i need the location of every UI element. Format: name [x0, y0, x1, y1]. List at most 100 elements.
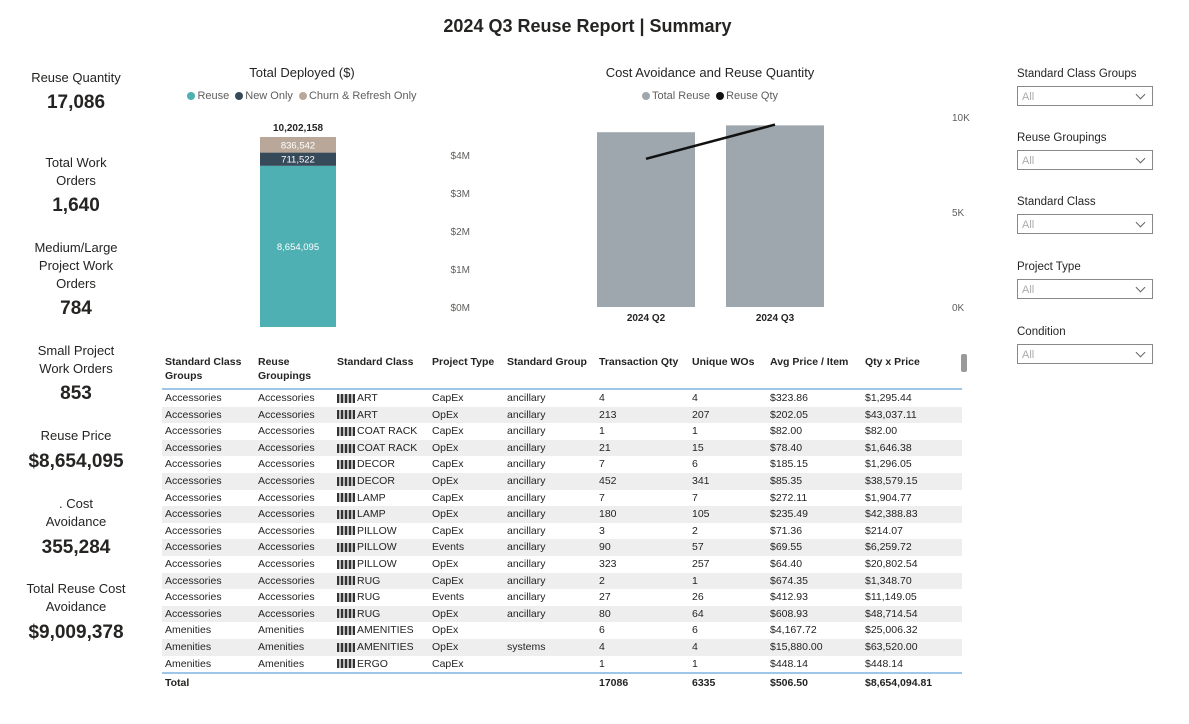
slicer-dropdown[interactable]: All [1017, 344, 1153, 364]
cell-text: CapEx [432, 392, 464, 404]
table-row[interactable]: Accessories Accessories DECOR OpEx ancillary… [162, 472, 962, 490]
cell-text: 7 [599, 491, 605, 504]
table-cell: Accessories [255, 406, 334, 424]
cell-text: 7 [599, 458, 605, 471]
table-cell: Accessories [162, 406, 255, 424]
column-header-standard-class-groups[interactable]: Standard Class Groups [165, 356, 242, 382]
table-cell: $185.15 [767, 456, 862, 473]
table-row[interactable]: Amenities Amenities AMENITIES OpEx systems 4 4… [162, 638, 962, 656]
table-cell: PILLOW [334, 539, 429, 556]
table-row[interactable]: Accessories Accessories DECOR CapEx ancillar… [162, 456, 962, 473]
cell-text: Amenities [258, 624, 305, 637]
cell-text: Events [432, 541, 465, 554]
table-row[interactable]: Accessories Accessories LAMP OpEx ancillary 1… [162, 506, 962, 523]
table-row[interactable]: Accessories Accessories PILLOW Events ancill… [162, 539, 962, 556]
table-cell: RUG [334, 605, 429, 623]
column-header-standard-group[interactable]: Standard Group [507, 356, 587, 368]
table-row[interactable]: Amenities Amenities ERGO CapEx 1 1 $448.14 $448… [162, 656, 962, 674]
slicer-dropdown[interactable]: All [1017, 214, 1153, 234]
table-cell: ART [334, 389, 429, 407]
cell-text: OpEx [432, 557, 459, 570]
cell-text: CapEx [432, 458, 464, 471]
cell-text: Accessories [258, 557, 315, 570]
cell-text: Accessories [165, 491, 222, 504]
table-cell: 7 [596, 490, 689, 507]
total-cell: 17086 [596, 672, 689, 688]
y-left-tick-label: $3M [451, 189, 470, 200]
legend-item-reuse[interactable]: Reuse [187, 90, 229, 102]
cell-text: 6 [599, 624, 605, 637]
slicer-dropdown[interactable]: All [1017, 279, 1153, 299]
legend-item-reuse-qty[interactable]: Reuse Qty [716, 90, 778, 102]
table-cell: Amenities [162, 622, 255, 639]
report-title: 2024 Q3 Reuse Report | Summary [443, 16, 732, 36]
slicer-dropdown[interactable]: All [1017, 150, 1153, 170]
table-row[interactable]: Accessories Accessories COAT RACK OpEx ancil… [162, 439, 962, 457]
table-cell: 90 [596, 539, 689, 556]
table-cell: $4,167.72 [767, 622, 862, 639]
table-row[interactable]: Accessories Accessories RUG OpEx ancillary 80… [162, 605, 962, 623]
slicer-label: Standard Class [1017, 196, 1096, 208]
cell-text: ancillary [507, 474, 546, 487]
legend-item-new-only[interactable]: New Only [235, 90, 293, 102]
table-cell: $412.93 [767, 589, 862, 606]
table-row[interactable]: Accessories Accessories LAMP CapEx ancillary… [162, 490, 962, 507]
table-row[interactable]: Amenities Amenities AMENITIES OpEx 6 6 $4,167.… [162, 622, 962, 639]
cell-text: $69.55 [770, 541, 803, 554]
legend-dot-icon [716, 92, 725, 100]
cell-text: 2 [599, 574, 605, 587]
kpi-total-reuse-cost-avoidance: Total Reuse Cost Avoidance $9,009,378 [18, 580, 134, 644]
total-cell [504, 672, 596, 688]
table-cell: Accessories [162, 572, 255, 590]
table-row[interactable]: Accessories Accessories PILLOW CapEx ancilla… [162, 523, 962, 540]
column-header-reuse-groupings[interactable]: Reuse Groupings [258, 356, 312, 382]
table-cell: 1 [689, 572, 767, 590]
table-cell: 27 [596, 589, 689, 606]
cell-text: 180 [599, 508, 617, 521]
column-header-transaction-qty[interactable]: Transaction Qty [599, 356, 679, 368]
cell-text: ancillary [507, 508, 546, 521]
cell-text: Accessories [258, 474, 315, 487]
column-header-avg-price[interactable]: Avg Price / Item [770, 356, 849, 368]
cell-text: ancillary [507, 591, 546, 604]
kpi-label: Total Work Orders [45, 155, 107, 188]
class-thumbnail-icon [337, 526, 355, 536]
table-cell: Events [429, 539, 504, 556]
table-cell: $272.11 [767, 490, 862, 507]
class-thumbnail-icon [337, 543, 355, 553]
cell-text: CapEx [432, 574, 464, 587]
table-cell: 180 [596, 506, 689, 523]
table-cell: 80 [596, 605, 689, 623]
column-header-unique-wos[interactable]: Unique WOs [692, 356, 755, 368]
slicer-dropdown[interactable]: All [1017, 86, 1153, 106]
cell-text: Accessories [165, 392, 222, 404]
table-row[interactable]: Accessories Accessories RUG Events ancillary… [162, 589, 962, 606]
column-header-project-type[interactable]: Project Type [432, 356, 495, 368]
legend-item-total-reuse[interactable]: Total Reuse [641, 90, 710, 102]
slicer-condition: Condition All [1017, 326, 1155, 364]
class-thumbnail-icon [337, 460, 355, 470]
reuse-detail-table: Standard Class Groups Reuse Groupings St… [162, 352, 962, 688]
table-row[interactable]: Accessories Accessories RUG CapEx ancillary 2… [162, 572, 962, 590]
table-row[interactable]: Accessories Accessories PILLOW OpEx ancillar… [162, 556, 962, 573]
cell-text: 1 [692, 425, 698, 438]
cell-text: DECOR [357, 474, 395, 487]
table-cell: systems [504, 638, 596, 656]
column-header-qty-x-price[interactable]: Qty x Price [865, 356, 920, 368]
table-cell: 213 [596, 406, 689, 424]
column-header-standard-class[interactable]: Standard Class [337, 356, 414, 368]
table-cell: OpEx [429, 472, 504, 490]
table-cell: Accessories [255, 423, 334, 440]
table-cell: 7 [689, 490, 767, 507]
table-row[interactable]: Accessories Accessories COAT RACK CapEx anci… [162, 423, 962, 440]
legend-item-churn-refresh[interactable]: Churn & Refresh Only [298, 90, 417, 102]
cell-text: $1,646.38 [865, 441, 912, 454]
cell-text: 6 [692, 624, 698, 637]
table-row[interactable]: Accessories Accessories ART CapEx ancillary 4… [162, 389, 962, 407]
cell-text: 15 [692, 441, 704, 454]
table-row[interactable]: Accessories Accessories ART OpEx ancillary 21… [162, 406, 962, 424]
cell-text: ancillary [507, 524, 546, 537]
table-scrollbar[interactable] [961, 354, 967, 372]
cell-text: RUG [357, 574, 381, 587]
kpi-value: 17,086 [46, 92, 106, 113]
